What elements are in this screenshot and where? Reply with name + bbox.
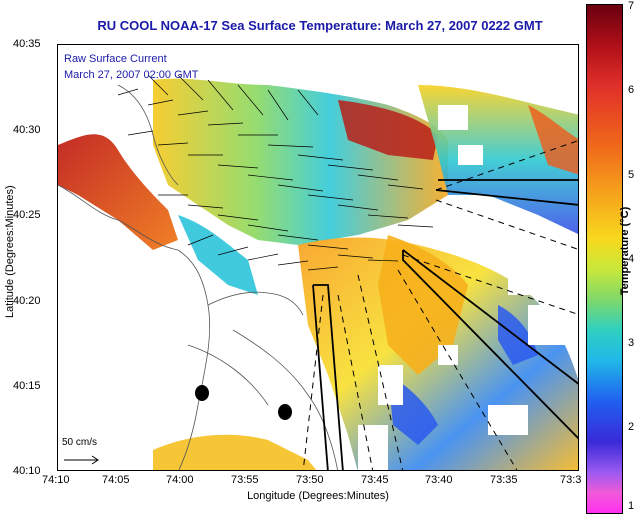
- x-tick-label: 74:05: [102, 474, 130, 486]
- scale-arrow-icon: [64, 455, 99, 465]
- x-tick-label: 73:55: [231, 474, 259, 486]
- x-tick-label: 73:40: [425, 474, 453, 486]
- sst-map[interactable]: Raw Surface Current March 27, 2007 02:00…: [57, 44, 579, 471]
- x-tick-label: 73:3: [560, 474, 582, 486]
- colorbar-tick: 2: [628, 421, 635, 433]
- y-tick-label: 40:35: [13, 38, 41, 50]
- current-vectors: [117, 74, 434, 271]
- colorbar-label: Temperature (°C): [619, 206, 631, 296]
- sst-map-canvas: [58, 45, 578, 470]
- y-tick-label: 40:20: [13, 295, 41, 307]
- map-title: RU COOL NOAA-17 Sea Surface Temperature:…: [97, 18, 543, 33]
- x-tick-label: 74:00: [166, 474, 194, 486]
- data-gaps: [358, 105, 568, 470]
- overlay-current-label: Raw Surface Current: [64, 53, 167, 65]
- overlay-current-time: March 27, 2007 02:00 GMT: [64, 69, 199, 81]
- x-tick-label: 73:45: [361, 474, 389, 486]
- x-tick-label: 73:35: [490, 474, 518, 486]
- colorbar-tick: 7: [628, 0, 635, 12]
- temperature-colorbar: [586, 4, 623, 514]
- colorbar-tick: 4: [628, 253, 635, 265]
- x-tick-label: 74:10: [42, 474, 70, 486]
- station-marker[interactable]: [195, 385, 209, 401]
- colorbar-tick: 6: [628, 84, 635, 96]
- colorbar-tick: 1: [628, 500, 635, 512]
- y-tick-label: 40:15: [13, 380, 41, 392]
- x-axis-label: Longitude (Degrees:Minutes): [247, 490, 389, 502]
- transect-lines: [302, 140, 578, 470]
- colorbar-tick: 3: [628, 337, 635, 349]
- y-axis-label: Latitude (Degrees:Minutes): [4, 185, 16, 318]
- station-marker[interactable]: [278, 404, 292, 420]
- colorbar-tick: 5: [628, 169, 635, 181]
- y-tick-label: 40:30: [13, 124, 41, 136]
- y-tick-label: 40:25: [13, 209, 41, 221]
- y-tick-label: 40:10: [13, 465, 41, 477]
- coastline: [58, 84, 339, 470]
- x-tick-label: 73:50: [296, 474, 324, 486]
- scale-label: 50 cm/s: [62, 437, 98, 448]
